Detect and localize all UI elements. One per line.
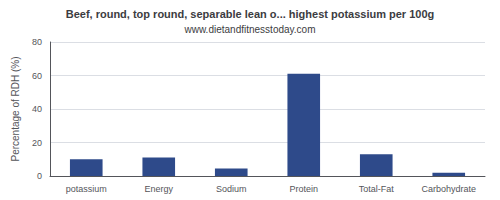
svg-text:Carbohydrate: Carbohydrate	[421, 184, 476, 194]
svg-text:60: 60	[32, 71, 42, 81]
svg-text:Sodium: Sodium	[216, 184, 247, 194]
svg-text:0: 0	[37, 171, 42, 181]
svg-text:80: 80	[32, 37, 42, 47]
svg-text:Percentage of RDH (%): Percentage of RDH (%)	[10, 56, 21, 161]
svg-text:40: 40	[32, 104, 42, 114]
svg-text:Beef, round, top round, separa: Beef, round, top round, separable lean o…	[66, 8, 435, 20]
svg-text:potassium: potassium	[66, 184, 107, 194]
svg-text:Protein: Protein	[289, 184, 318, 194]
svg-text:Energy: Energy	[144, 184, 173, 194]
svg-text:www.dietandfitnesstoday.com: www.dietandfitnesstoday.com	[184, 24, 316, 35]
svg-text:20: 20	[32, 138, 42, 148]
svg-text:Total-Fat: Total-Fat	[359, 184, 395, 194]
